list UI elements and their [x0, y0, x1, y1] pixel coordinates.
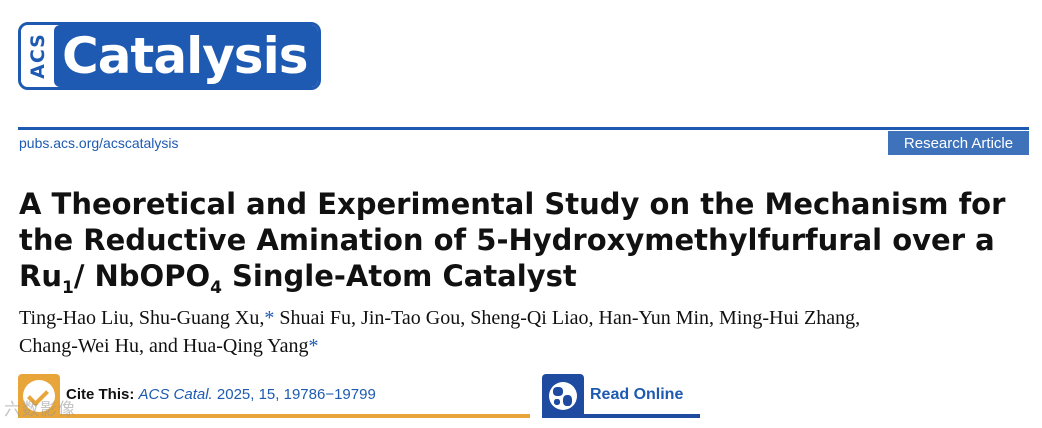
- journal-logo: ACS Catalysis: [18, 22, 321, 90]
- cite-journal: ACS Catal.: [138, 386, 213, 403]
- read-online-button[interactable]: Read Online: [590, 386, 684, 403]
- title-subscript-1: 1: [61, 277, 74, 298]
- corresponding-author-star[interactable]: *: [264, 307, 275, 329]
- globe-icon[interactable]: [542, 374, 584, 418]
- authors-segment-1[interactable]: Ting-Hao Liu, Shu-Guang Xu,: [19, 307, 265, 329]
- article-type-badge: Research Article: [888, 131, 1029, 155]
- cite-this-button[interactable]: Cite This: ACS Catal. 2025, 15, 19786−19…: [66, 386, 376, 403]
- title-subscript-2: 4: [210, 277, 222, 298]
- cite-details: 2025, 15, 19786−19799: [212, 386, 376, 403]
- cite-underline: [18, 414, 530, 418]
- cite-check-icon[interactable]: [18, 374, 60, 418]
- authors-segment-3[interactable]: Chang-Wei Hu, and Hua-Qing Yang: [19, 335, 309, 357]
- journal-url-link[interactable]: pubs.acs.org/acscatalysis: [19, 135, 179, 151]
- author-list: Ting-Hao Liu, Shu-Guang Xu,* Shuai Fu, J…: [19, 304, 1034, 360]
- logo-journal-name: Catalysis: [62, 27, 308, 85]
- read-online-underline: [542, 414, 700, 418]
- watermark-text: 六数影像: [4, 400, 76, 420]
- logo-acs-column: ACS: [21, 25, 54, 87]
- cite-label: Cite This:: [66, 386, 135, 403]
- article-title: A Theoretical and Experimental Study on …: [19, 186, 1029, 296]
- logo-acs-text: ACS: [26, 33, 49, 79]
- title-part-3: Single-Atom Catalyst: [221, 259, 577, 293]
- title-part-2: / NbOPO: [73, 259, 211, 293]
- title-part-1: A Theoretical and Experimental Study on …: [19, 187, 1006, 293]
- corresponding-author-star-2[interactable]: *: [308, 335, 319, 357]
- logo-brand-block: Catalysis: [54, 25, 318, 87]
- header-rule: [18, 127, 1029, 130]
- authors-segment-2[interactable]: Shuai Fu, Jin-Tao Gou, Sheng-Qi Liao, Ha…: [274, 307, 861, 329]
